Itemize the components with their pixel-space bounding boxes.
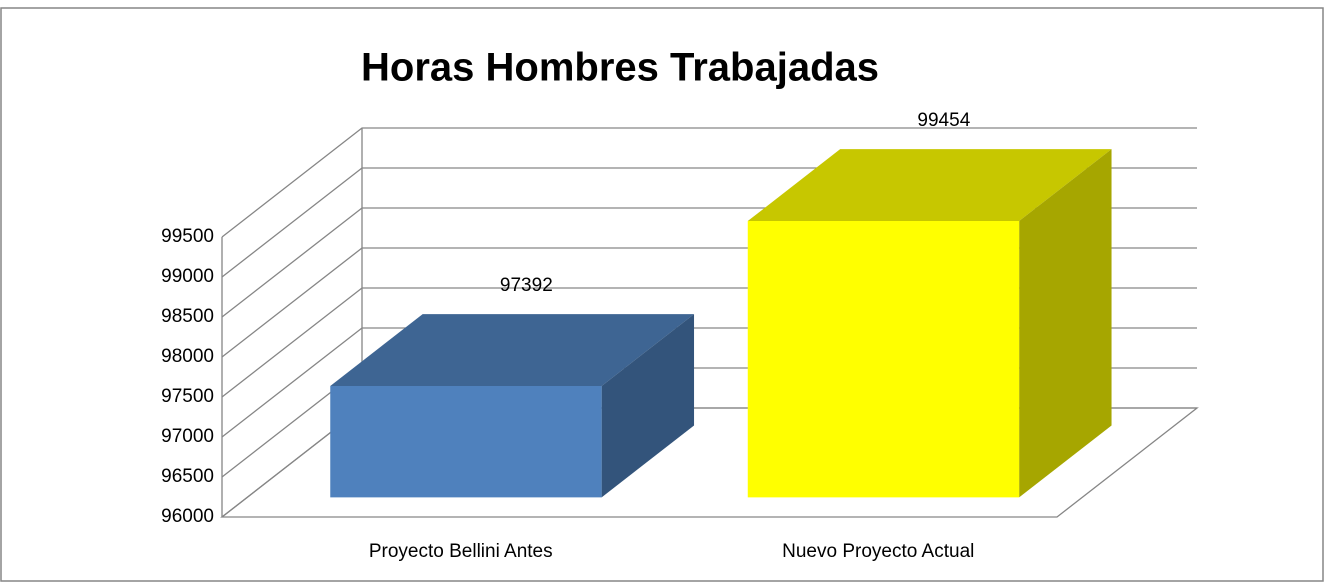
y-tick-label: 97000 [161, 426, 214, 447]
x-tick-label: Nuevo Proyecto Actual [782, 541, 974, 562]
y-tick-label: 99500 [161, 226, 214, 247]
y-tick-label: 96500 [161, 466, 214, 487]
y-tick-label: 96000 [161, 506, 214, 527]
x-tick-label: Proyecto Bellini Antes [369, 541, 553, 562]
bar-top [747, 149, 1112, 222]
y-tick-label: 98500 [161, 306, 214, 327]
bar-side [601, 314, 695, 498]
value-label: 99454 [917, 110, 970, 131]
chart-frame [0, 7, 1324, 582]
grid-line [221, 127, 1197, 238]
chart-title: Horas Hombres Trabajadas [361, 46, 879, 90]
bar [330, 386, 602, 498]
y-tick-label: 98000 [161, 346, 214, 367]
bar [747, 221, 1020, 498]
y-tick-label: 97500 [161, 386, 214, 407]
value-label: 97392 [500, 275, 553, 296]
y-tick-label: 99000 [161, 266, 214, 287]
bar-top [330, 314, 695, 387]
bar-side [1019, 149, 1112, 498]
